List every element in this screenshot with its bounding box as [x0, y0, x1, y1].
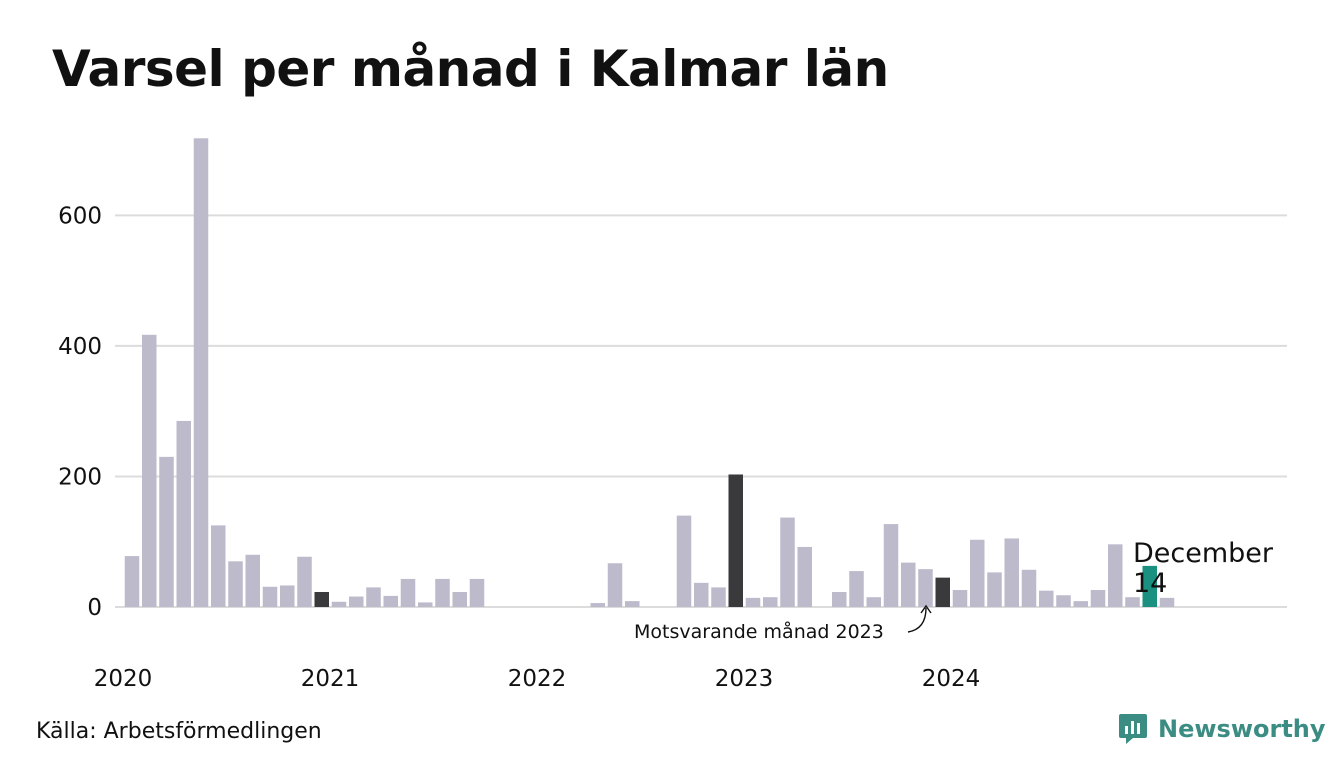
bar-2020-07	[228, 561, 243, 607]
bar-2020-06	[211, 525, 226, 607]
bar-2023-07	[849, 571, 864, 607]
bar-2024-01	[952, 590, 968, 607]
bar-2024-05	[1021, 569, 1037, 607]
annotations: December 14 Motsvarande månad 2023	[634, 538, 1274, 643]
bar-2022-05	[607, 563, 623, 607]
bar-2023-09	[883, 524, 899, 607]
bar-2024-03	[987, 572, 1002, 607]
highlight-month-label: December	[1133, 538, 1274, 569]
comparison-annotation: Motsvarande månad 2023	[634, 620, 884, 643]
bar-2022-04	[590, 603, 605, 607]
bar-2022-10	[694, 582, 709, 607]
bar-2020-05	[193, 138, 209, 607]
bar-2020-12	[314, 591, 329, 607]
brand-name: Newsworthy	[1158, 715, 1326, 743]
bar-2020-09	[262, 586, 278, 607]
bar-2022-09	[676, 515, 692, 607]
bar-2024-08	[1073, 601, 1088, 608]
bar-2024-06	[1039, 590, 1054, 607]
x-axis-ticks: 2020 2021 2022 2023 2024	[94, 666, 981, 692]
bar-2021-08	[452, 591, 467, 607]
bar-2021-04	[383, 595, 398, 607]
bar-2022-12	[728, 474, 743, 607]
bar-2020-11	[297, 556, 312, 607]
annotation-arrowhead	[920, 604, 932, 614]
bar-2020-01	[124, 556, 140, 607]
bar-2023-06	[832, 591, 847, 607]
bar-2021-05	[400, 578, 416, 607]
y-tick-label: 600	[58, 203, 102, 229]
bar-2020-02	[142, 334, 157, 607]
bar-2024-12	[1142, 565, 1157, 608]
highlight-value-label: 14	[1133, 568, 1167, 599]
bar-2021-06	[418, 602, 433, 607]
source-credit: Källa: Arbetsförmedlingen	[36, 719, 322, 744]
x-tick-label: 2024	[922, 666, 981, 692]
bar-2023-08	[866, 597, 881, 607]
chart-title: Varsel per månad i Kalmar län	[52, 40, 889, 98]
bar-2024-04	[1004, 538, 1019, 607]
x-tick-label: 2023	[715, 666, 774, 692]
bar-2024-11	[1125, 597, 1140, 607]
bar-2021-01	[331, 601, 347, 607]
bar-2023-04	[797, 546, 812, 607]
bar-2023-10	[901, 562, 916, 607]
bar-2021-03	[366, 587, 381, 607]
bar-2023-03	[780, 517, 795, 607]
bar-2023-01	[745, 597, 761, 607]
bar-2022-06	[625, 601, 640, 608]
bar-2024-10	[1108, 544, 1123, 607]
annotation-arrow	[907, 607, 927, 633]
bar-2024-07	[1056, 595, 1071, 607]
y-tick-label: 0	[87, 595, 102, 621]
bar-2021-09	[469, 578, 485, 607]
bar-2021-07	[435, 578, 450, 607]
y-axis-ticks: 0 200 400 600	[58, 203, 102, 621]
bar-2025-01	[1159, 597, 1175, 607]
brand-logo: Newsworthy	[1118, 712, 1326, 746]
y-tick-label: 400	[58, 334, 102, 360]
bar-2024-02	[970, 539, 985, 607]
bar-2020-04	[176, 420, 191, 607]
bar-2023-11	[918, 569, 933, 607]
bar-2020-03	[159, 456, 174, 607]
bar-2022-11	[711, 587, 726, 607]
x-tick-label: 2022	[508, 666, 567, 692]
bar-2023-02	[763, 597, 778, 607]
x-tick-label: 2020	[94, 666, 153, 692]
x-tick-label: 2021	[301, 666, 360, 692]
bar-2020-08	[245, 554, 260, 607]
bars	[124, 138, 1175, 608]
bar-2020-10	[280, 585, 295, 607]
y-tick-label: 200	[58, 464, 102, 490]
bar-2021-02	[349, 596, 364, 607]
newsworthy-logo-icon	[1119, 714, 1147, 744]
bar-2023-12	[935, 577, 950, 608]
bar-2024-09	[1090, 590, 1106, 607]
